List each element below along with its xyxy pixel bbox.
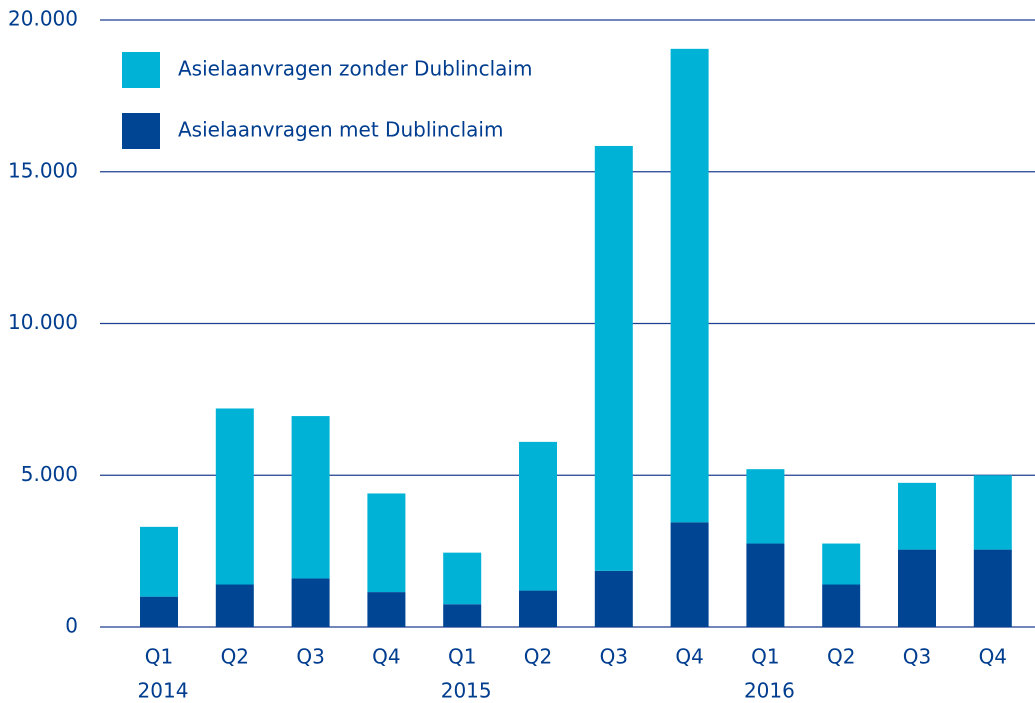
bar-segment [822,584,861,627]
x-tick-label: Q4 [675,645,703,669]
bar-segment [973,475,1012,550]
legend-swatch [122,52,160,88]
bar-segment [215,584,254,627]
bar-segment [291,416,330,579]
legend-swatch [122,113,160,149]
bar-segment [519,441,557,591]
y-tick-label: 20.000 [8,7,78,31]
bar-segment [594,570,633,627]
bar-segment [670,48,709,523]
x-tick-label: Q2 [221,645,249,669]
bar-segment [898,549,936,627]
y-tick-label: 10.000 [8,310,78,334]
x-group-label: 2014 [138,679,189,703]
x-tick-label: Q3 [903,645,931,669]
bar-segment [519,590,557,627]
x-tick-label: Q2 [827,645,855,669]
x-tick-label: Q3 [600,645,628,669]
bar-segment [898,482,936,550]
x-group-label: 2016 [744,679,795,703]
x-tick-label: Q1 [145,645,173,669]
bar-segment [140,596,178,627]
bar-segment [140,526,178,597]
x-tick-label: Q1 [751,645,779,669]
x-tick-label: Q2 [524,645,552,669]
legend-label: Asielaanvragen zonder Dublinclaim [178,57,532,81]
x-group-label: 2015 [441,679,492,703]
x-tick-label: Q1 [448,645,476,669]
bar-segment [443,604,482,627]
y-tick-label: 5.000 [21,462,78,486]
bar-segment [367,592,406,627]
bar-segment [594,145,633,571]
y-tick-label: 15.000 [8,158,78,182]
y-tick-label: 0 [65,614,78,638]
bar-segment [746,543,785,627]
x-tick-label: Q3 [296,645,324,669]
x-tick-label: Q4 [372,645,400,669]
bar-segment [443,552,482,605]
bar-segment [367,493,406,593]
legend-label: Asielaanvragen met Dublinclaim [178,118,503,142]
bar-segment [291,578,330,627]
x-tick-label: Q4 [979,645,1007,669]
bar-segment [973,549,1012,627]
bar-segment [822,543,861,585]
bar-segment [746,469,785,544]
bar-segment [670,522,709,627]
bar-segment [215,408,254,585]
